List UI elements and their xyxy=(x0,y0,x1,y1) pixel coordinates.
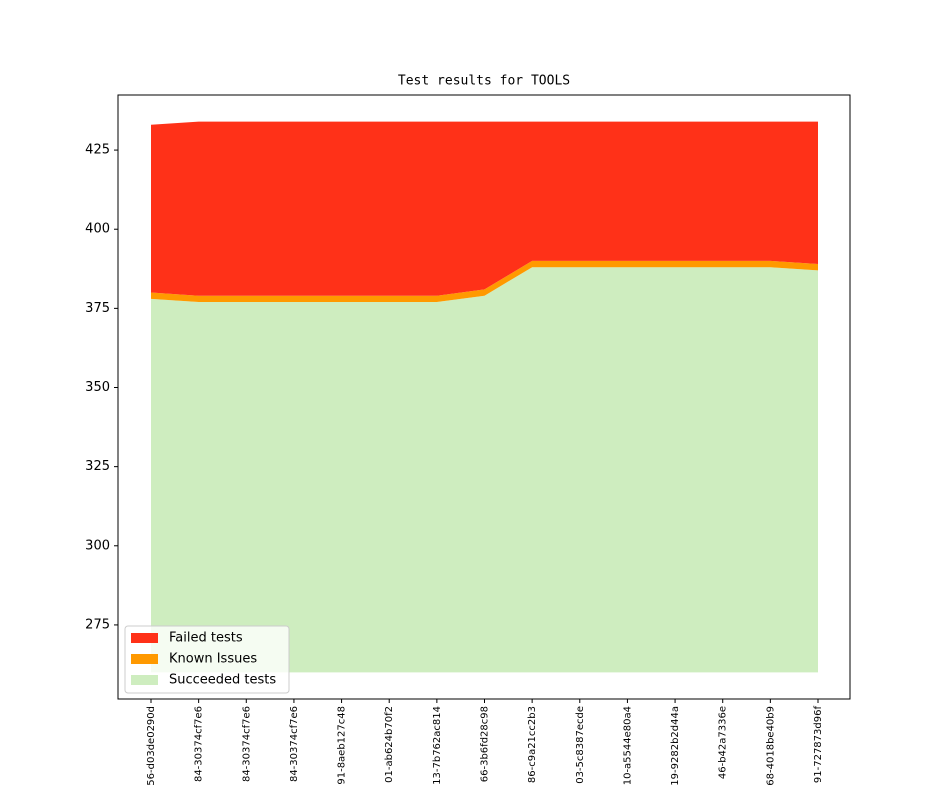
x-tick-label: 01-ab624b70f2 xyxy=(384,706,395,783)
x-tick-label: 66-3b6fd28c98 xyxy=(480,706,491,782)
area xyxy=(151,260,818,303)
x-tick-label: 19-9282b2d44a xyxy=(670,706,681,786)
legend-swatch xyxy=(131,675,158,685)
y-tick-label: 375 xyxy=(85,301,110,316)
y-tick-label: 425 xyxy=(85,143,110,158)
x-tick-label: 84-30374cf7e6 xyxy=(241,706,252,782)
x-tick-label: 03-5c8387ecde xyxy=(575,706,586,784)
area xyxy=(151,121,818,296)
x-tick-label: 84-30374cf7e6 xyxy=(194,706,205,782)
x-tick-label: 91-727873d96f xyxy=(813,706,824,784)
y-tick-label: 300 xyxy=(85,538,110,553)
x-tick-label: 56-d03de0290d xyxy=(146,706,157,786)
y-tick-label: 275 xyxy=(85,617,110,632)
x-tick-label: 68-4018be40b9 xyxy=(765,706,776,786)
x-tick-label: 10-a5544e80a4 xyxy=(622,706,633,785)
x-tick-label: 86-c9a21cc2b3 xyxy=(527,706,538,783)
legend-box xyxy=(124,625,290,694)
x-tick-label: 84-30374cf7e6 xyxy=(289,706,300,782)
y-tick-label: 350 xyxy=(85,380,110,395)
y-tick-label: 400 xyxy=(85,222,110,237)
legend-label: Known Issues xyxy=(169,652,257,667)
x-tick-label: 13-7b762ac814 xyxy=(432,706,443,785)
y-tick-label: 325 xyxy=(85,459,110,474)
legend-swatch xyxy=(131,654,158,664)
legend-label: Succeeded tests xyxy=(169,673,276,688)
area xyxy=(151,267,818,673)
chart-title: Test results for TOOLS xyxy=(398,74,570,89)
x-tick-label: 91-8aeb127c48 xyxy=(337,706,348,785)
legend-swatch xyxy=(131,633,158,643)
x-tick-label: 46-b42a7336e xyxy=(718,706,729,779)
legend-label: Failed tests xyxy=(169,631,243,646)
